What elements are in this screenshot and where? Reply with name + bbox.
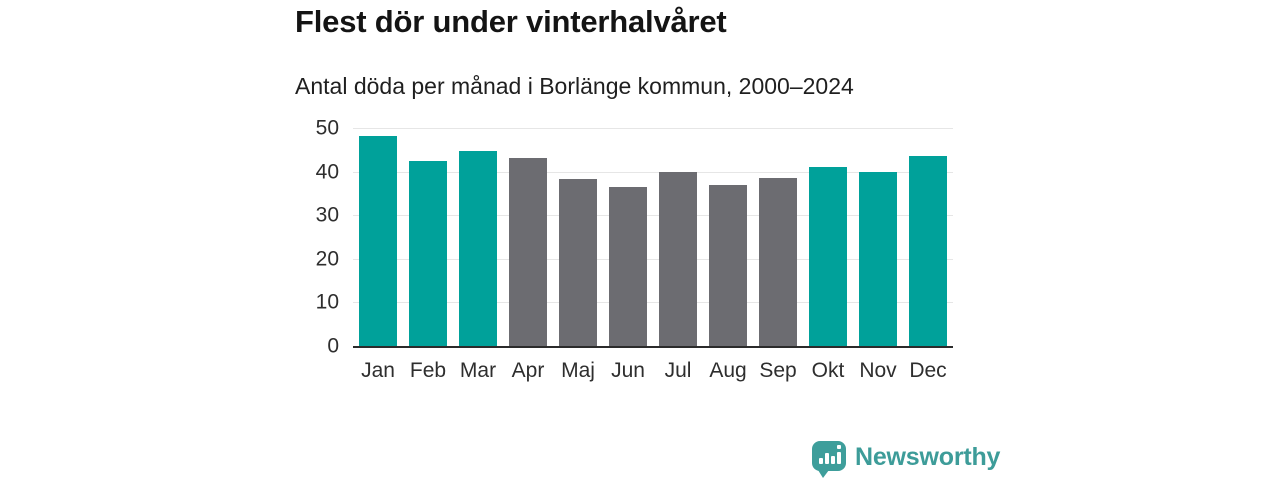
gridline [353,258,953,260]
bar-dec [909,156,947,346]
y-tick-label: 10 [315,290,339,314]
bar-jun [609,186,647,346]
bar-slot [853,128,903,346]
bar-slot [703,128,753,346]
x-tick-label: Okt [811,359,845,382]
bar-feb [409,160,447,346]
x-tick-label: Mar [459,359,497,382]
logo-bar-icon [837,452,841,464]
x-tick-label: Nov [859,359,897,382]
bar-nov [859,172,897,346]
chart-title: Flest dör under vinterhalvåret [295,4,727,39]
bar-maj [559,179,597,346]
x-tick-label: Dec [909,359,947,382]
x-tick-label: Jun [611,359,645,382]
bar-slot [403,128,453,346]
x-tick-label: Maj [561,359,595,382]
x-tick-label: Feb [409,359,447,382]
bar-slot [603,128,653,346]
gridline [353,215,953,217]
gridline [353,128,953,129]
bar-sep [759,178,797,346]
bars-container [353,128,953,346]
y-tick-label: 0 [327,334,339,358]
x-axis: Jan Feb Mar Apr Maj Jun Jul Aug Sep Okt Nov Dec [353,358,953,384]
newsworthy-wordmark: Newsworthy [855,443,1001,471]
y-tick-label: 50 [315,116,339,140]
newsworthy-bubble-chart-icon [812,441,846,478]
bar-slot [903,128,953,346]
gridline [353,302,953,304]
y-axis: 0 10 20 30 40 50 [295,118,353,357]
x-tick-label: Apr [511,359,545,382]
newsworthy-logo: Newsworthy [812,441,1001,478]
bar-apr [509,158,547,346]
logo-bar-icon [831,456,835,464]
bar-slot [353,128,403,346]
y-tick-label: 40 [315,160,339,184]
x-tick-label: Aug [709,359,747,382]
x-tick-label: Jan [361,359,395,382]
bar-jan [359,135,397,346]
bar-slot [803,128,853,346]
bar-slot [553,128,603,346]
bar-slot [653,128,703,346]
logo-bar-icon [825,453,829,464]
logo-dot-icon [837,445,841,449]
bar-aug [709,185,747,346]
x-tick-label: Sep [759,359,797,382]
bar-slot [503,128,553,346]
bar-slot [453,128,503,346]
bar-slot [753,128,803,346]
x-tick-label: Jul [664,359,692,382]
logo-bubble-tail [818,470,829,478]
y-tick-label: 30 [315,203,339,227]
gridline [353,171,953,173]
bar-chart: 0 10 20 30 40 50 [295,118,953,357]
chart-subtitle: Antal döda per månad i Borlänge kommun, … [295,73,854,99]
plot-area [353,128,953,348]
logo-bar-icon [819,458,823,464]
y-tick-label: 20 [315,247,339,271]
bar-okt [809,167,847,346]
bar-jul [659,172,697,346]
bar-mar [459,150,497,346]
